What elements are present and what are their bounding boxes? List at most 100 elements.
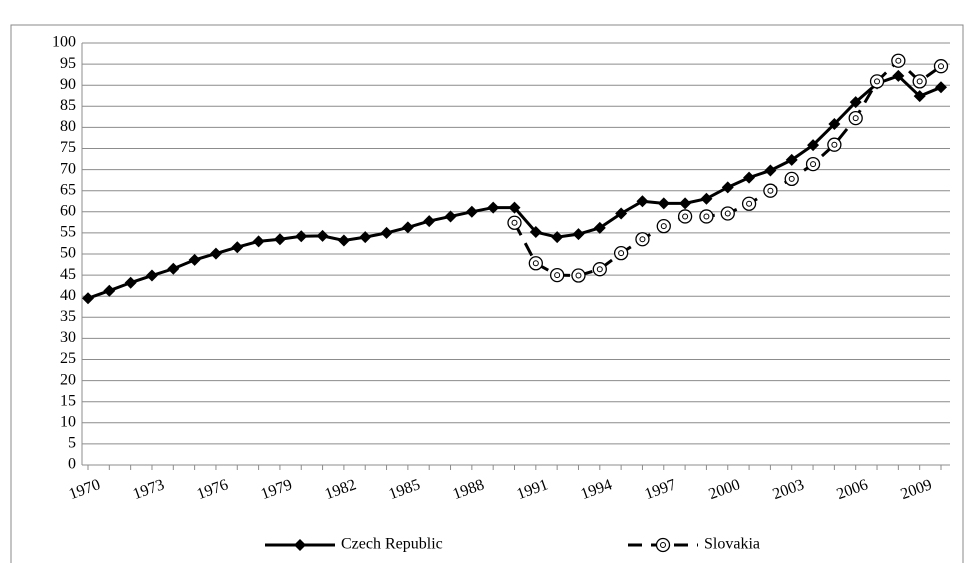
y-tick-label: 90 (60, 76, 76, 93)
data-point-ring (528, 256, 543, 271)
y-tick-label: 30 (60, 329, 76, 346)
data-point (784, 171, 799, 187)
data-point (741, 196, 757, 211)
data-point (828, 118, 841, 131)
y-tick-label: 80 (60, 118, 76, 135)
data-point (892, 69, 905, 82)
series-line (87, 74, 942, 300)
data-point (444, 210, 457, 223)
data-point (933, 59, 949, 74)
data-point-ring (571, 268, 586, 283)
y-tick-label: 35 (60, 308, 76, 325)
data-point (529, 226, 542, 239)
data-point-ring (550, 267, 565, 283)
data-point-dot (639, 236, 646, 243)
data-point (848, 110, 863, 126)
data-point (487, 201, 500, 214)
x-tick-label: 1991 (515, 476, 551, 503)
data-point (807, 139, 820, 152)
data-point-dot (788, 175, 795, 182)
data-point (380, 226, 393, 239)
data-point (635, 232, 650, 247)
data-point-dot (895, 57, 902, 64)
data-point (167, 262, 180, 275)
data-point-ring (720, 206, 735, 221)
y-tick-label: 50 (60, 245, 76, 262)
data-point-dot (575, 272, 582, 279)
data-point-ring (805, 156, 821, 172)
data-point (359, 231, 372, 244)
x-tick-label: 1970 (67, 476, 103, 503)
data-point-dot (831, 141, 838, 148)
y-tick-label: 100 (52, 34, 76, 51)
y-tick-label: 10 (60, 413, 76, 430)
legend-label: Slovakia (704, 536, 760, 553)
data-point (913, 90, 926, 103)
y-tick-label: 40 (60, 287, 76, 304)
data-point-dot (618, 250, 625, 257)
data-point-ring (592, 262, 607, 277)
data-point-dot (746, 200, 753, 207)
data-point (615, 207, 628, 220)
data-point (231, 241, 244, 254)
data-point (720, 206, 735, 221)
x-tick-label: 1985 (387, 476, 423, 503)
data-point (508, 201, 521, 214)
series-line (513, 58, 942, 278)
legend-marker-ring (655, 537, 671, 553)
data-point (465, 205, 478, 218)
data-point (935, 81, 947, 94)
data-point (124, 276, 137, 289)
y-tick-label: 85 (60, 97, 76, 114)
y-tick-label: 25 (60, 350, 76, 367)
data-point (252, 235, 265, 248)
x-tick-label: 1988 (451, 476, 487, 503)
data-point-dot (596, 266, 603, 273)
data-point (700, 192, 713, 205)
data-point (103, 284, 116, 297)
data-point (636, 195, 649, 208)
y-tick-label: 5 (68, 435, 76, 452)
data-point-dot (852, 115, 859, 122)
data-point (699, 209, 714, 224)
data-point-ring (699, 209, 714, 224)
data-point-dot (511, 219, 518, 226)
data-point-dot (554, 272, 561, 279)
data-point (764, 164, 777, 177)
data-point (571, 268, 586, 283)
data-point-ring (784, 171, 799, 187)
data-point-ring (891, 53, 906, 68)
x-tick-label: 1973 (131, 476, 167, 503)
x-tick-label: 2009 (898, 476, 934, 503)
data-point (613, 246, 629, 261)
data-point-ring (613, 246, 629, 261)
y-tick-label: 0 (68, 456, 76, 473)
chart-frame (10, 24, 964, 563)
data-point (827, 137, 842, 152)
y-tick-label: 65 (60, 181, 76, 198)
y-tick-label: 70 (60, 160, 76, 177)
data-point (679, 197, 692, 210)
y-tick-label: 15 (60, 392, 76, 409)
data-point (337, 234, 350, 247)
data-point (316, 229, 329, 242)
data-point (785, 153, 798, 166)
data-point-dot (532, 260, 539, 267)
data-point (656, 218, 671, 234)
data-point-ring (507, 215, 522, 230)
y-tick-label: 20 (60, 371, 76, 388)
data-point (593, 221, 606, 234)
x-tick-label: 2000 (706, 476, 742, 503)
data-point (551, 231, 564, 244)
data-point-ring (933, 59, 949, 74)
y-tick-label: 55 (60, 224, 76, 241)
data-point-dot (938, 63, 944, 70)
data-point (145, 269, 158, 282)
x-tick-label: 1997 (643, 476, 679, 503)
y-tick-label: 95 (60, 55, 76, 72)
data-point-ring (912, 74, 927, 89)
x-tick-label: 1976 (195, 476, 231, 503)
x-tick-label: 1979 (259, 476, 295, 503)
data-point (550, 267, 565, 283)
data-point-dot (916, 78, 923, 85)
